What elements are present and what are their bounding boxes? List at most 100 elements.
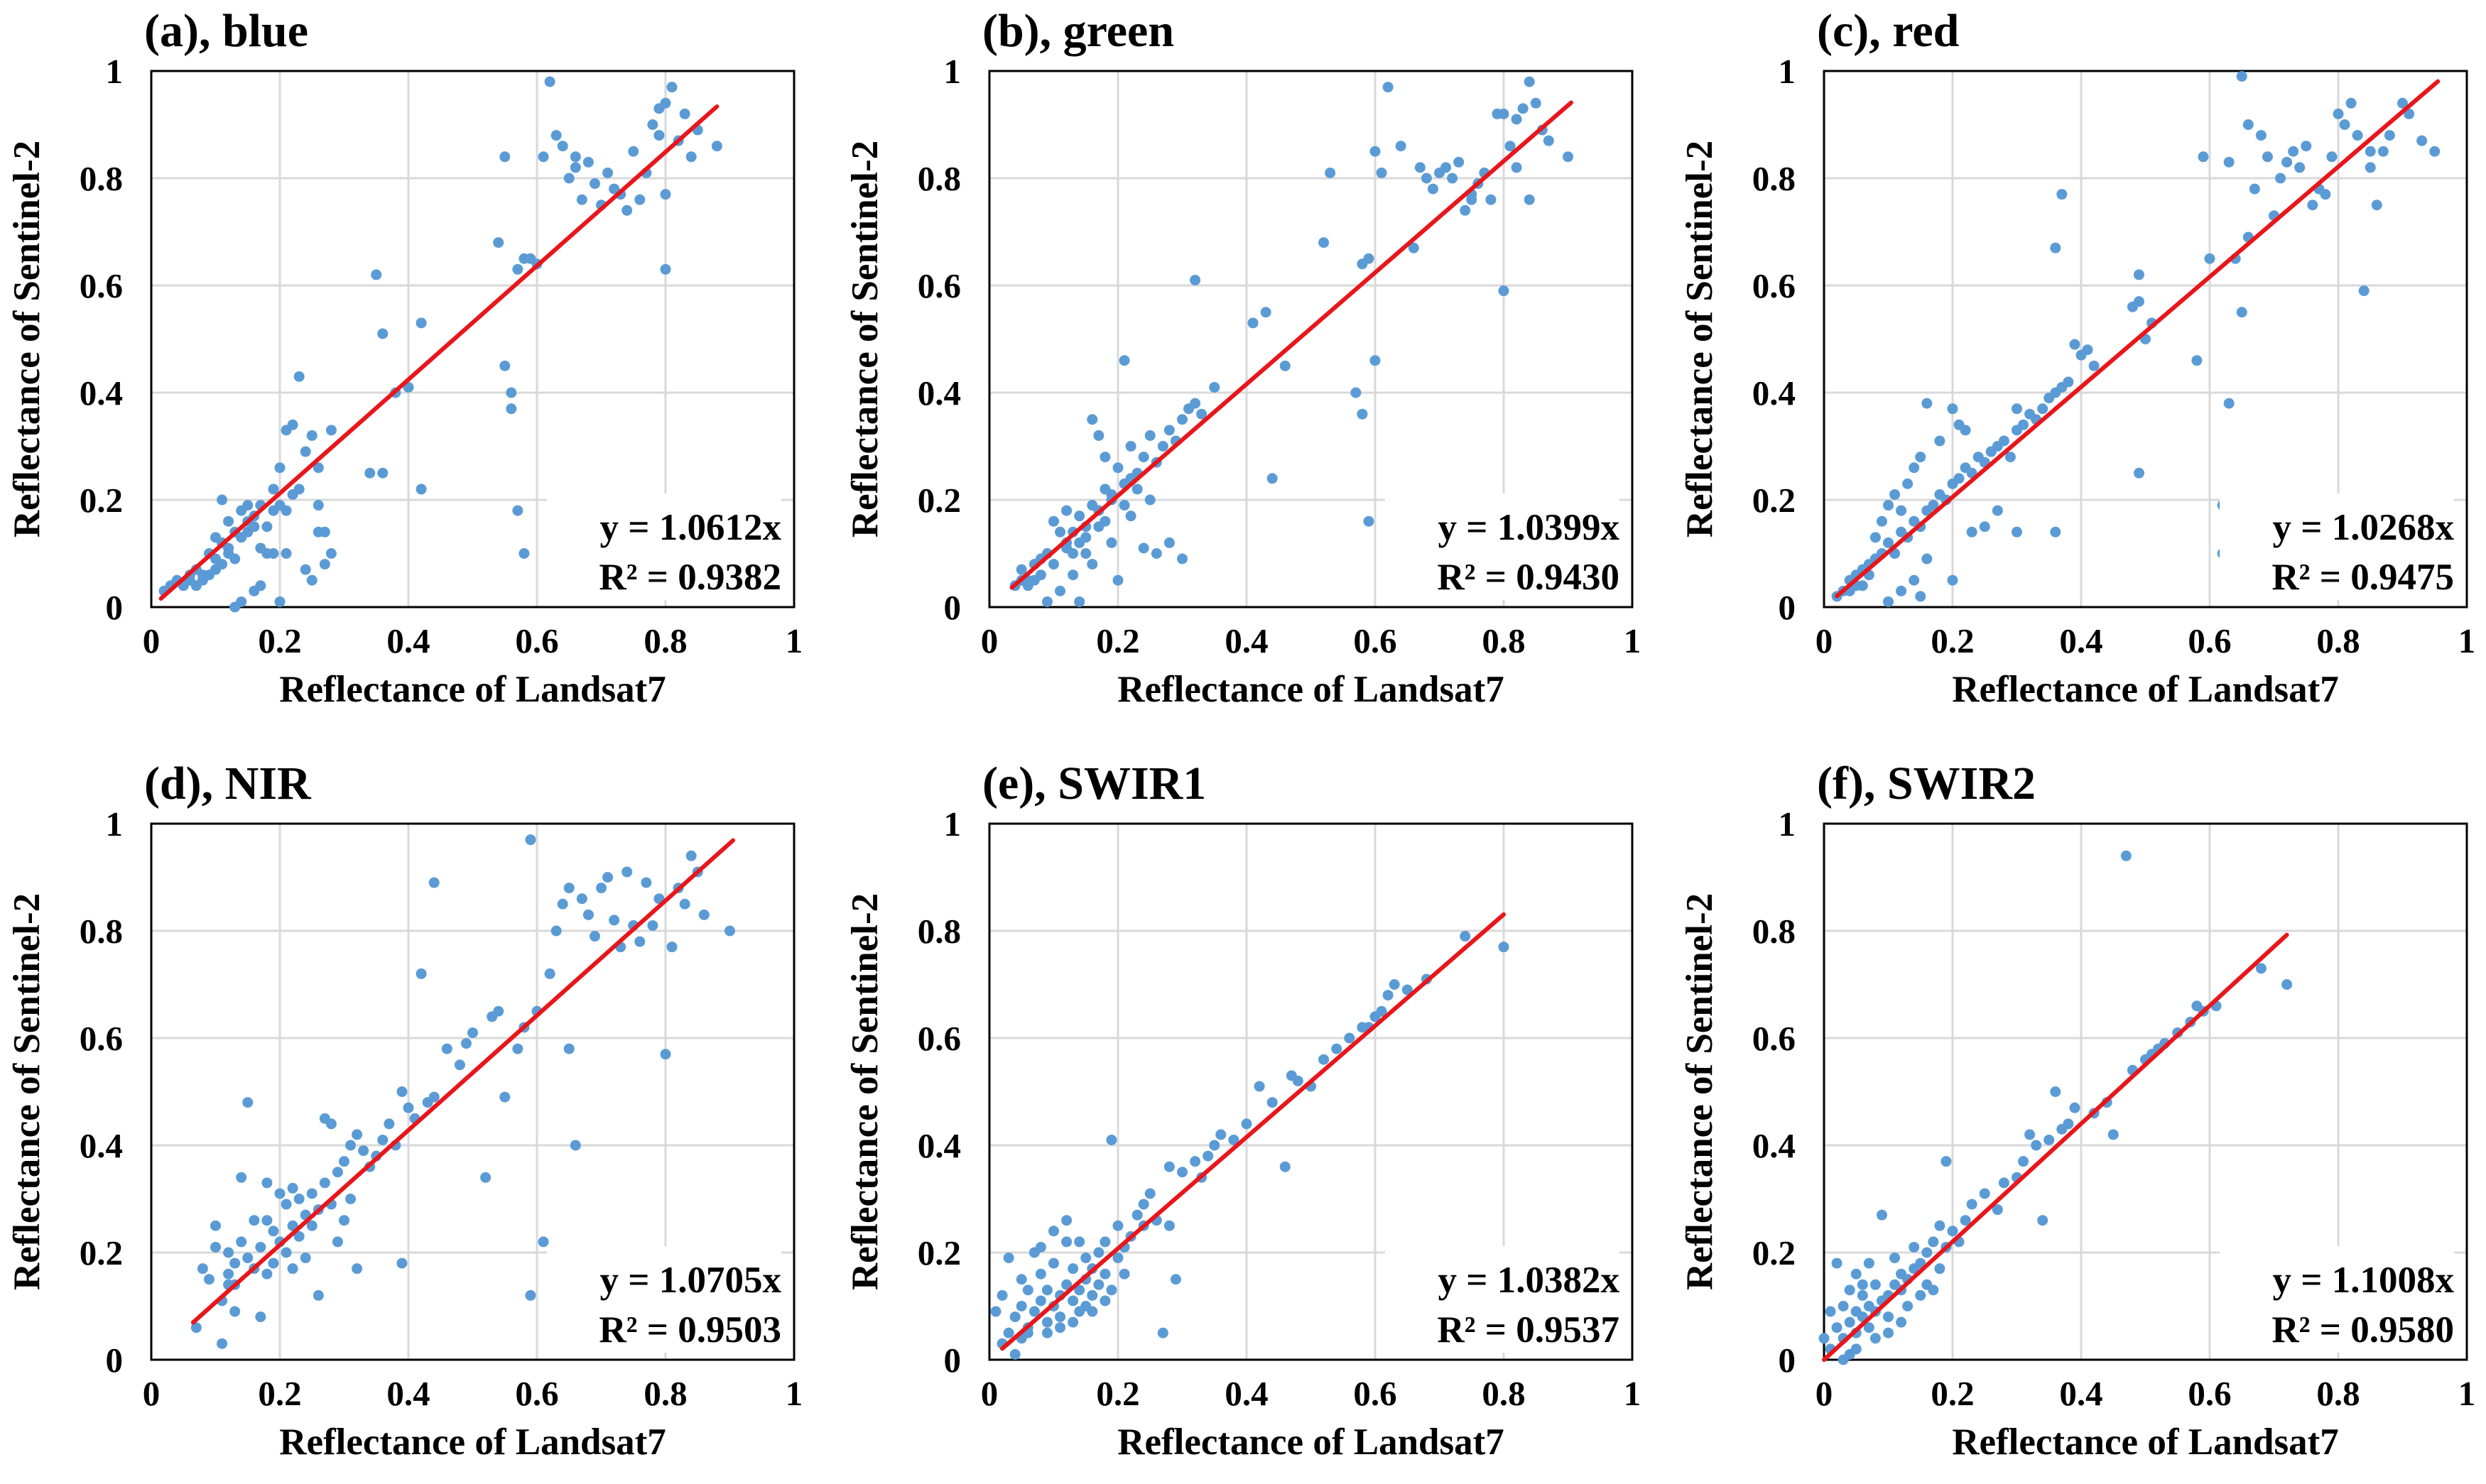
- y-tick-label: 0.4: [1752, 373, 1796, 413]
- data-point: [261, 1177, 273, 1189]
- x-tick-label: 0.2: [1931, 1374, 1974, 1413]
- data-point: [493, 1005, 504, 1017]
- data-point: [2018, 1156, 2029, 1167]
- y-axis-title: Reflectance of Sentinel-2: [845, 893, 886, 1290]
- data-point: [1460, 204, 1471, 216]
- data-point: [1960, 425, 1971, 436]
- data-point: [2204, 253, 2215, 264]
- data-point: [1524, 194, 1535, 205]
- y-tick-label: 0.6: [1752, 266, 1796, 305]
- y-tick-label: 0.2: [80, 481, 123, 520]
- data-point: [1524, 76, 1535, 87]
- data-point: [506, 387, 517, 398]
- data-point: [293, 371, 305, 382]
- data-point: [2120, 850, 2132, 861]
- regression-equation: y = 1.0382x: [1438, 1260, 1620, 1301]
- data-point: [1869, 532, 1881, 543]
- data-point: [1292, 1075, 1303, 1086]
- y-tick-label: 0.8: [1752, 912, 1796, 951]
- equation-box: [1385, 493, 1619, 600]
- data-point: [1163, 1220, 1175, 1231]
- data-point: [1857, 1279, 1868, 1290]
- data-point: [1863, 1257, 1874, 1269]
- data-point: [1048, 559, 1059, 570]
- data-point: [1009, 1311, 1021, 1323]
- y-tick-label: 0: [944, 1341, 962, 1380]
- x-tick-label: 0.4: [1225, 1374, 1268, 1413]
- data-point: [306, 430, 317, 441]
- y-tick-label: 0.8: [918, 912, 961, 951]
- data-point: [1106, 1284, 1117, 1296]
- data-point: [1382, 82, 1394, 93]
- y-axis-title: Reflectance of Sentinel-2: [6, 893, 48, 1290]
- data-point: [2133, 467, 2144, 479]
- plot-area-border: [150, 822, 796, 1361]
- data-point: [679, 898, 690, 910]
- y-tick-label: 0: [1779, 1341, 1796, 1380]
- data-point: [647, 920, 658, 931]
- data-point: [1068, 569, 1079, 581]
- data-point: [1414, 162, 1426, 173]
- data-point: [2429, 146, 2441, 157]
- panel-title: (f), SWIR2: [1817, 758, 2036, 809]
- data-point: [1889, 1253, 1901, 1264]
- data-point: [1818, 1333, 1830, 1344]
- data-point: [1857, 580, 1868, 591]
- y-tick-label: 0.6: [1752, 1019, 1796, 1058]
- y-tick-label: 1: [1779, 804, 1796, 844]
- data-point: [1106, 537, 1117, 548]
- data-point: [403, 1102, 414, 1113]
- data-point: [2012, 526, 2022, 538]
- data-point: [2012, 403, 2022, 415]
- data-point: [1055, 526, 1066, 538]
- data-point: [300, 1253, 311, 1264]
- data-point: [1844, 1316, 1855, 1328]
- data-point: [1041, 1284, 1053, 1296]
- data-point: [647, 119, 658, 130]
- data-point: [281, 548, 292, 559]
- data-point: [512, 1043, 523, 1054]
- data-point: [332, 1167, 343, 1178]
- data-point: [557, 898, 568, 910]
- regression-equation: y = 1.0612x: [600, 507, 782, 548]
- data-point: [2223, 156, 2235, 168]
- data-point: [1119, 500, 1130, 511]
- data-point: [1016, 1274, 1027, 1285]
- regression-line: [190, 838, 736, 1325]
- data-point: [1421, 173, 1432, 184]
- data-point: [1915, 1289, 1926, 1301]
- data-point: [724, 925, 735, 937]
- data-point: [1068, 1295, 1079, 1306]
- data-point: [306, 574, 317, 586]
- data-point: [1831, 1257, 1842, 1269]
- data-point: [1909, 574, 1920, 586]
- data-point: [2088, 360, 2100, 371]
- data-point: [1863, 1322, 1874, 1333]
- data-point: [242, 526, 254, 538]
- data-point: [550, 925, 562, 937]
- data-point: [589, 178, 600, 190]
- data-point: [210, 532, 221, 543]
- data-point: [1190, 398, 1201, 409]
- data-point: [1138, 452, 1149, 463]
- data-point: [1279, 1161, 1291, 1172]
- data-point: [319, 1177, 330, 1189]
- regression-line: [1822, 932, 2289, 1362]
- data-point: [1068, 1263, 1079, 1275]
- data-point: [2082, 344, 2093, 356]
- data-point: [416, 968, 427, 979]
- data-point: [1921, 553, 1933, 564]
- y-tick-label: 0.2: [1752, 481, 1796, 520]
- data-point: [1093, 1247, 1104, 1258]
- data-point: [300, 564, 311, 575]
- data-point: [1087, 559, 1098, 570]
- data-point: [1998, 435, 2009, 447]
- data-point: [1427, 183, 1438, 195]
- data-point: [1055, 585, 1066, 596]
- data-point: [467, 1027, 478, 1038]
- data-point: [1857, 1289, 1868, 1301]
- data-point: [544, 968, 555, 979]
- data-point: [1100, 1268, 1111, 1280]
- data-point: [1947, 574, 1958, 586]
- data-point: [519, 253, 530, 264]
